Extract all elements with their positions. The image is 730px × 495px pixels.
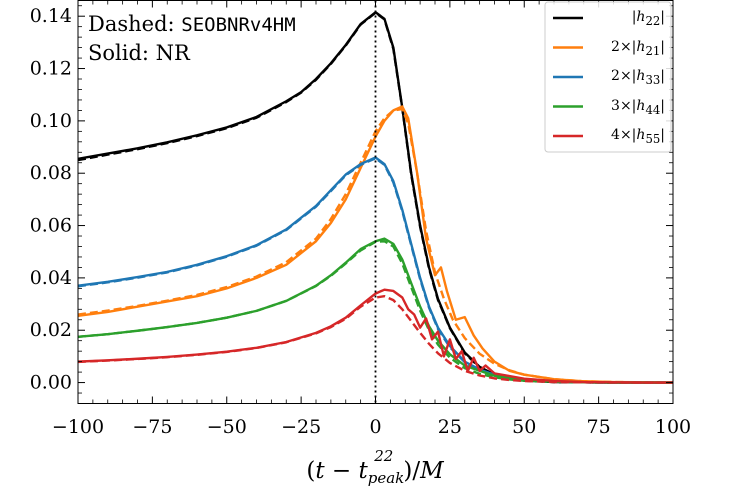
x-tick-label: 100 [655, 416, 691, 438]
legend-entry-h55: 4×|h55| [611, 127, 665, 146]
x-tick-label: −50 [207, 416, 247, 438]
annotation-dashed-prefix: Dashed: [88, 12, 181, 36]
legend-entry-h21: 2×|h21| [611, 38, 665, 58]
x-tick-label: 75 [587, 416, 611, 438]
legend-entry-h44: 3×|h44| [611, 97, 665, 117]
y-tick-label: 0.02 [30, 319, 72, 341]
plot-area [78, 0, 673, 404]
x-tick-label: 50 [512, 416, 536, 438]
legend-label-h22: |h22| [631, 9, 665, 28]
series-group [78, 11, 673, 384]
legend-label-h33: 2×|h33| [611, 68, 665, 87]
x-axis: −100 −75 −50 −25 0 25 50 75 100 [52, 0, 691, 438]
annotation-dashed: Dashed: SEOBNRv4HM [88, 12, 296, 36]
legend-label-h55: 4×|h55| [611, 127, 665, 146]
y-tick-label: 0.12 [30, 58, 72, 80]
y-tick-label: 0.06 [30, 215, 72, 237]
series-h55-seob-line [78, 295, 673, 384]
series-h21-nr-line [78, 105, 673, 384]
x-tick-label: −25 [281, 416, 321, 438]
series-h21-seob-line [78, 107, 673, 384]
legend-box [544, 1, 672, 153]
series-h33-seob-line [78, 157, 673, 384]
legend-label-h44: 3×|h44| [611, 97, 665, 117]
legend: |h22| 2×|h21| 2×|h33| 3×|h44| 4×|h55| [544, 1, 672, 153]
legend-entry-h33: 2×|h33| [611, 68, 665, 87]
annotation-dashed-model: SEOBNRv4HM [181, 14, 295, 36]
y-axis: 0.00 0.02 0.04 0.06 0.08 0.10 0.12 0.14 [30, 5, 673, 404]
x-tick-label: 25 [438, 416, 462, 438]
plot-frame [77, 0, 674, 404]
x-tick-label: −100 [52, 416, 104, 438]
annotation-solid: Solid: NR [88, 41, 191, 65]
legend-label-h21: 2×|h21| [611, 38, 665, 58]
x-axis-label: (t − tpeak22)/M [306, 447, 445, 487]
legend-entry-h22: |h22| [631, 9, 665, 28]
y-tick-label: 0.10 [30, 110, 72, 132]
x-tick-label: 0 [369, 416, 381, 438]
y-tick-label: 0.04 [30, 267, 72, 289]
y-tick-label: 0.00 [30, 372, 72, 394]
y-tick-label: 0.14 [30, 5, 72, 27]
x-tick-label: −75 [132, 416, 172, 438]
series-h44-seob-line [78, 240, 673, 384]
y-tick-label: 0.08 [30, 162, 72, 184]
